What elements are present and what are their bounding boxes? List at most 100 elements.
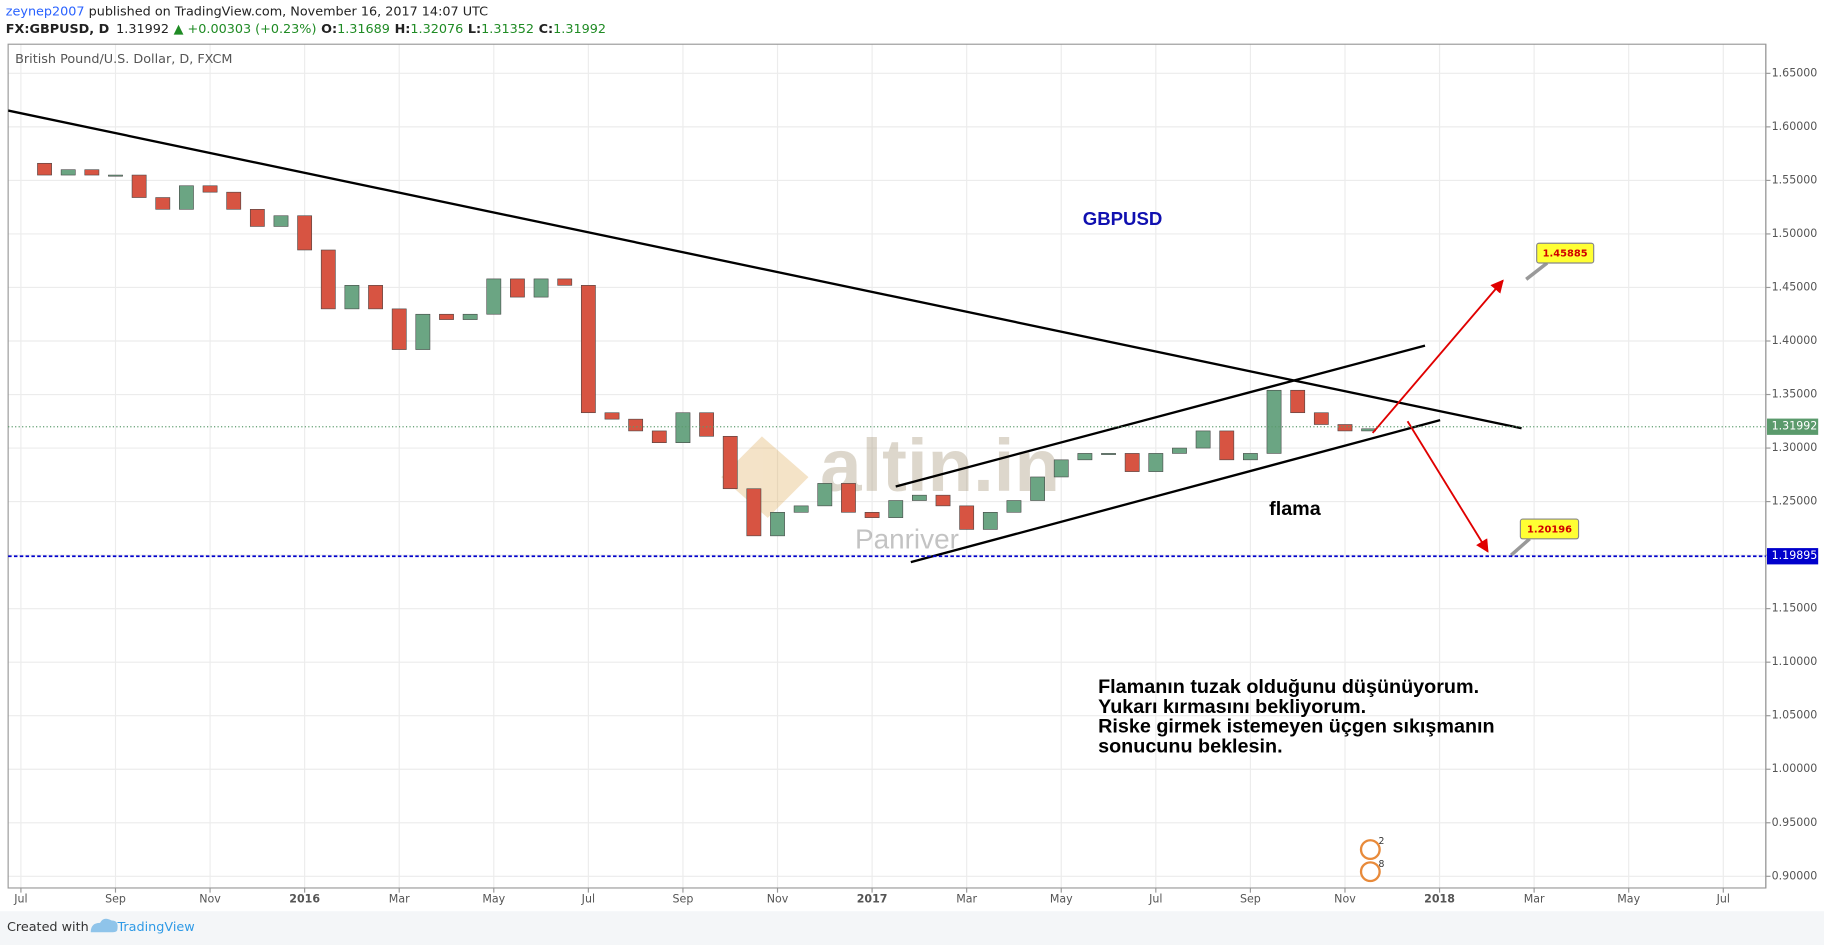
candle <box>1148 453 1164 472</box>
change: ▲ +0.00303 (+0.23%) <box>174 22 317 37</box>
arrow-up <box>1371 279 1504 434</box>
brand-logo[interactable] <box>90 918 118 933</box>
price-label-box <box>1767 548 1819 565</box>
y-tick-label: 1.35000 <box>1772 388 1818 401</box>
x-tick-label: Nov <box>1334 893 1356 906</box>
y-tick-label: 1.30000 <box>1772 441 1818 454</box>
candle <box>1219 430 1235 461</box>
candle <box>604 412 620 420</box>
callout-box <box>1536 242 1595 264</box>
event-icon[interactable] <box>1359 861 1381 883</box>
candle <box>841 483 856 513</box>
candle <box>155 197 171 210</box>
last-price: 1.31992 <box>116 22 169 37</box>
comment-line: Yukarı kırmasını bekliyorum. <box>1098 696 1366 718</box>
ohlc-value: 1.31352 <box>481 22 534 37</box>
channel-upper <box>895 344 1426 488</box>
candle <box>1053 459 1069 478</box>
candle <box>202 185 218 193</box>
footer <box>0 911 1824 945</box>
candle <box>37 162 52 176</box>
x-tick-label: Sep <box>1240 893 1261 906</box>
x-tick-label: Jul <box>13 893 27 906</box>
y-tick-label: 0.95000 <box>1772 816 1818 829</box>
candle <box>793 505 809 513</box>
brand-link[interactable]: TradingView <box>116 920 194 935</box>
published: published on TradingView.com, November 1… <box>85 4 489 19</box>
candle <box>557 278 573 286</box>
candle <box>368 285 383 310</box>
ohlc-value: 1.31689 <box>337 22 390 37</box>
candle <box>1195 430 1211 449</box>
ohlc-label: O: <box>321 22 337 37</box>
candle <box>1172 447 1187 454</box>
callout-pointer <box>1509 537 1531 557</box>
author[interactable]: zeynep2007 <box>6 4 85 19</box>
quote-line: FX:GBPUSD, D 1.31992 ▲ +0.00303 (+0.23%) O:… <box>6 22 606 37</box>
callout-box <box>1519 518 1580 540</box>
pattern-note: flama <box>1269 498 1322 520</box>
candle <box>344 285 360 310</box>
y-tick-label: 1.10000 <box>1772 655 1818 668</box>
x-tick-label: 2018 <box>1424 893 1455 906</box>
x-tick-label: 2016 <box>289 893 320 906</box>
candle <box>273 215 289 227</box>
candle <box>1030 476 1045 501</box>
event-count: 8 <box>1378 859 1384 870</box>
target-label: 1.20196 <box>1527 525 1572 536</box>
candle <box>628 418 644 432</box>
y-tick-label: 1.45000 <box>1772 280 1818 293</box>
x-tick-label: May <box>1617 893 1640 906</box>
candle <box>84 169 100 176</box>
event-count: 2 <box>1378 836 1384 847</box>
y-tick-label: 1.25000 <box>1772 495 1818 508</box>
candle <box>817 483 833 507</box>
x-tick-label: 2017 <box>857 893 888 906</box>
candle <box>108 174 123 177</box>
x-tick-label: Mar <box>956 893 977 906</box>
event-icon[interactable] <box>1359 839 1381 861</box>
candle <box>699 412 714 437</box>
x-tick-label: Nov <box>767 893 789 906</box>
y-tick-label: 1.60000 <box>1772 120 1818 133</box>
price-label-box <box>1767 418 1819 435</box>
header-line: zeynep2007 published on TradingView.com,… <box>6 4 488 19</box>
ohlc-value: 1.31992 <box>553 22 606 37</box>
candle <box>1243 453 1258 461</box>
x-tick-label: Jul <box>581 893 595 906</box>
ohlc-value: 1.32076 <box>410 22 463 37</box>
y-tick-label: 1.15000 <box>1772 602 1818 615</box>
ohlc-label: C: <box>539 22 553 37</box>
x-tick-label: Jul <box>1148 893 1162 906</box>
callout-pointer <box>1525 261 1549 281</box>
x-tick-label: Jul <box>1716 893 1730 906</box>
x-tick-label: Sep <box>105 893 126 906</box>
candle <box>675 412 691 443</box>
x-tick-label: Mar <box>1524 893 1545 906</box>
candle <box>249 209 265 227</box>
candle <box>1313 412 1329 425</box>
candle <box>391 308 407 350</box>
candle <box>462 313 478 320</box>
candle <box>770 512 785 537</box>
candle <box>935 494 951 507</box>
candle <box>911 494 927 501</box>
drawings: 1.45885 1.20196 <box>8 109 1595 564</box>
x-tick-label: May <box>1050 893 1073 906</box>
candle <box>722 435 738 490</box>
y-tick-label: 1.00000 <box>1772 762 1818 775</box>
candle <box>486 278 502 315</box>
candle <box>1266 389 1282 454</box>
candle <box>746 488 762 537</box>
candle <box>982 512 998 530</box>
ohlc-label: L: <box>468 22 481 37</box>
y-tick-label: 1.05000 <box>1772 709 1818 722</box>
candle <box>226 191 242 210</box>
candle <box>415 313 431 350</box>
footer-text: Created with <box>7 920 89 935</box>
candle <box>510 278 525 298</box>
y-tick-label: 1.65000 <box>1772 66 1818 79</box>
